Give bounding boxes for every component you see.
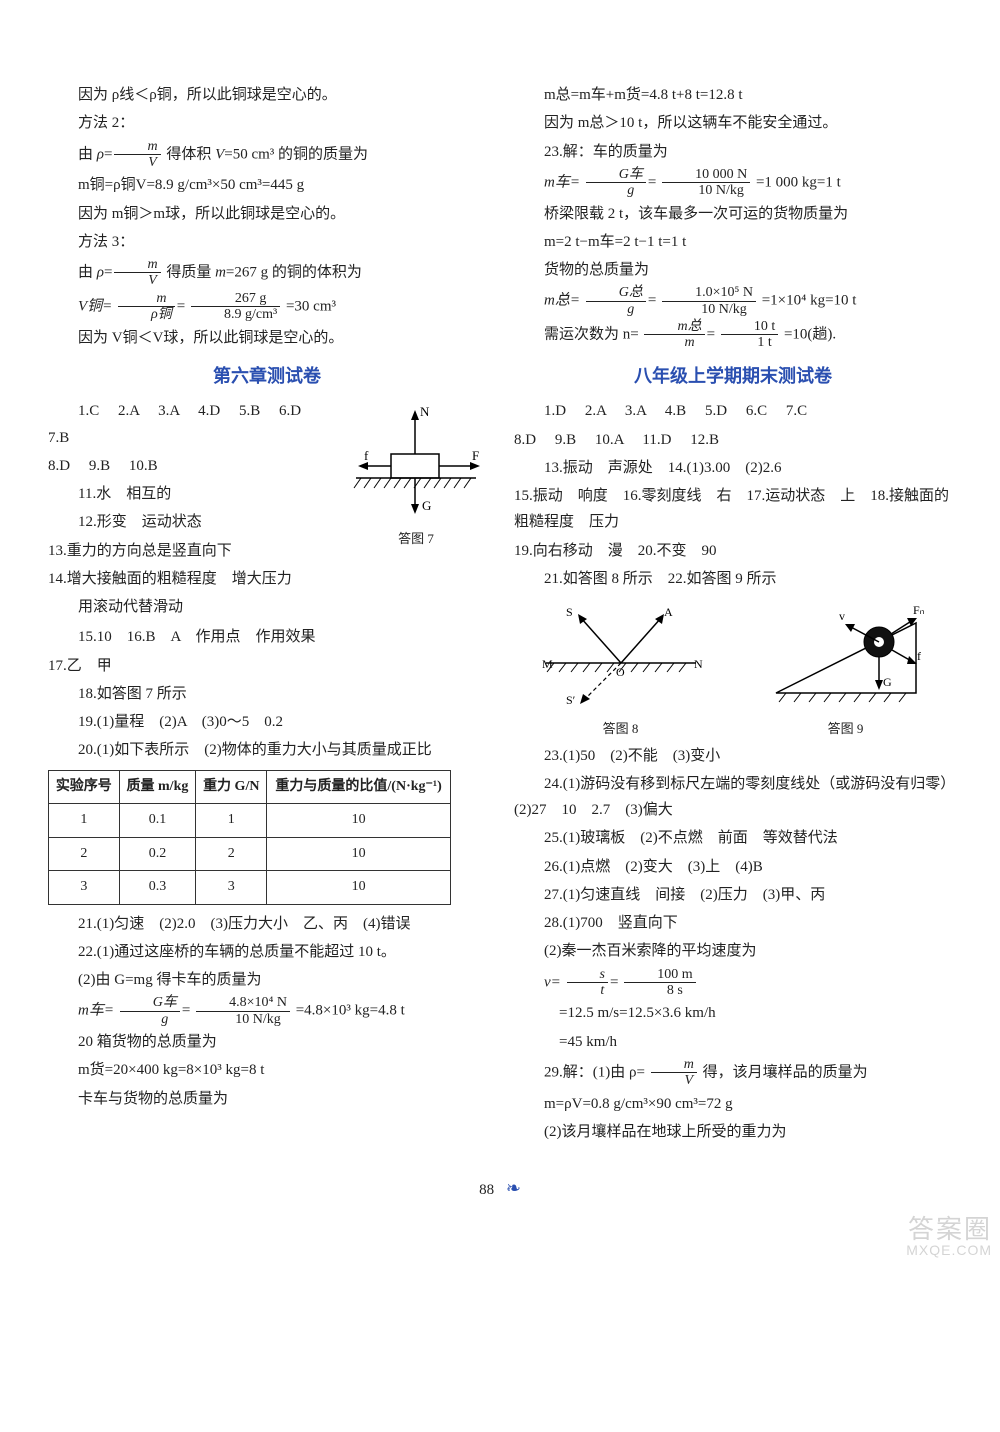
q29-1: 29.解：(1)由 ρ= mV 得，该月壤样品的质量为 bbox=[514, 1057, 952, 1089]
figure-7: N F f G 答图 7 bbox=[346, 398, 486, 551]
fig7-F: F bbox=[472, 448, 479, 463]
figure-9: v Fₙ f G 答图 9 bbox=[761, 598, 931, 741]
th: 实验序号 bbox=[49, 770, 120, 804]
q22-2: (2)由 G=mg 得卡车的质量为 bbox=[48, 967, 486, 993]
q13f: 13.振动 声源处 14.(1)3.00 (2)2.6 bbox=[514, 455, 952, 481]
figure-8: M N O S A S′ 答图 8 bbox=[536, 598, 706, 741]
right-column: m总=m车+m货=4.8 t+8 t=12.8 t 因为 m总＞10 t，所以这… bbox=[514, 80, 952, 1147]
q23-3: m=2 t−m车=2 t−1 t=1 t bbox=[514, 229, 952, 255]
q29-3: (2)该月壤样品在地球上所受的重力为 bbox=[514, 1119, 952, 1145]
q23-5: 需运次数为 n= m总m= 10 t1 t =10(趟). bbox=[514, 319, 952, 351]
svg-text:N: N bbox=[694, 657, 703, 671]
q18: 18.如答图 7 所示 bbox=[48, 681, 486, 707]
table-row: 2 0.2 2 10 bbox=[49, 837, 451, 871]
page-footer: 88 ❧ bbox=[48, 1173, 952, 1205]
text-line: 方法 2： bbox=[48, 110, 486, 136]
q28-4: =45 km/h bbox=[514, 1029, 952, 1055]
text-line: 23.解：车的质量为 bbox=[514, 139, 952, 165]
q15f: 15.振动 响度 16.零刻度线 右 17.运动状态 上 18.接触面的粗糙程度… bbox=[514, 483, 952, 536]
svg-text:S: S bbox=[566, 605, 573, 619]
watermark-line2: MXQE.COM bbox=[906, 1243, 992, 1258]
q22-1: 22.(1)通过这座桥的车辆的总质量不能超过 10 t。 bbox=[48, 939, 486, 965]
q14-2: 用滚动代替滑动 bbox=[48, 594, 336, 620]
formula-line: V铜= mρ铜= 267 g8.9 g/cm³ =30 cm³ bbox=[48, 291, 486, 323]
q15-16: 15.10 16.B A 作用点 作用效果 bbox=[48, 624, 486, 650]
text-line: 方法 3： bbox=[48, 229, 486, 255]
figures-row: M N O S A S′ 答图 8 bbox=[514, 598, 952, 741]
q13: 13.重力的方向总是竖直向下 bbox=[48, 538, 336, 564]
final-exam-title: 八年级上学期期末测试卷 bbox=[514, 361, 952, 393]
svg-text:M: M bbox=[542, 657, 553, 671]
left-column: 因为 ρ线＜ρ铜，所以此铜球是空心的。 方法 2： 由 ρ=mV 得体积 V=5… bbox=[48, 80, 486, 1147]
q26f: 26.(1)点燃 (2)变大 (3)上 (4)B bbox=[514, 854, 952, 880]
q23f: 23.(1)50 (2)不能 (3)变小 bbox=[514, 743, 952, 769]
fig8-caption: 答图 8 bbox=[536, 718, 706, 741]
q19f: 19.向右移动 漫 20.不变 90 bbox=[514, 538, 952, 564]
svg-text:v: v bbox=[839, 609, 845, 623]
q22-3: 20 箱货物的总质量为 bbox=[48, 1029, 486, 1055]
q21f: 21.如答图 8 所示 22.如答图 9 所示 bbox=[514, 566, 952, 592]
svg-text:f: f bbox=[917, 649, 921, 663]
q11: 11.水 相互的 bbox=[48, 481, 336, 507]
text-line: 因为 m总＞10 t，所以这辆车不能安全通过。 bbox=[514, 110, 952, 136]
two-column-layout: 因为 ρ线＜ρ铜，所以此铜球是空心的。 方法 2： 由 ρ=mV 得体积 V=5… bbox=[48, 80, 952, 1147]
q12: 12.形变 运动状态 bbox=[48, 509, 336, 535]
svg-text:O: O bbox=[616, 665, 625, 679]
mc-final-b: 8.D 9.B 10.A 11.D 12.B bbox=[514, 427, 952, 453]
text-line: 由 ρ=mV 得质量 m=267 g 的铜的体积为 bbox=[48, 257, 486, 289]
fig7-f: f bbox=[364, 448, 369, 463]
q23-formula2: m总= G总g= 1.0×10⁵ N10 N/kg =1×10⁴ kg=10 t bbox=[514, 285, 952, 317]
text-line: 因为 V铜＜V球，所以此铜球是空心的。 bbox=[48, 325, 486, 351]
fig7-G: G bbox=[422, 498, 431, 513]
q20: 20.(1)如下表所示 (2)物体的重力大小与其质量成正比 bbox=[48, 737, 486, 763]
svg-text:G: G bbox=[883, 675, 892, 689]
text-line: 由 ρ=mV 得体积 V=50 cm³ 的铜的质量为 bbox=[48, 139, 486, 171]
table-row: 3 0.3 3 10 bbox=[49, 871, 451, 905]
section-6-title: 第六章测试卷 bbox=[48, 361, 486, 393]
text-line: m总=m车+m货=4.8 t+8 t=12.8 t bbox=[514, 82, 952, 108]
footer-decoration-icon: ❧ bbox=[506, 1178, 521, 1198]
q22-4: m货=20×400 kg=8×10³ kg=8 t bbox=[48, 1057, 486, 1083]
formula-prefix: V铜= bbox=[78, 298, 112, 314]
q24f: 24.(1)游码没有移到标尺左端的零刻度线处（或游码没有归零） (2)27 10… bbox=[514, 771, 952, 824]
q22-5: 卡车与货物的总质量为 bbox=[48, 1086, 486, 1112]
watermark-line1: 答案圈 bbox=[906, 1215, 992, 1244]
q21: 21.(1)匀速 (2)2.0 (3)压力大小 乙、丙 (4)错误 bbox=[48, 911, 486, 937]
fig7-caption: 答图 7 bbox=[346, 528, 486, 551]
th: 质量 m/kg bbox=[119, 770, 196, 804]
q28-formula: v= st= 100 m8 s bbox=[514, 967, 952, 999]
text-line: m铜=ρ铜V=8.9 g/cm³×50 cm³=445 g bbox=[48, 172, 486, 198]
q23-4: 货物的总质量为 bbox=[514, 257, 952, 283]
fig7-N: N bbox=[420, 404, 430, 419]
watermark: 答案圈 MXQE.COM bbox=[906, 1215, 992, 1259]
mc-answers-6b: 8.D 9.B 10.B bbox=[48, 453, 336, 479]
q23-2: 桥梁限载 2 t，该车最多一次可运的货物质量为 bbox=[514, 201, 952, 227]
q28-3: =12.5 m/s=12.5×3.6 km/h bbox=[514, 1000, 952, 1026]
fig9-caption: 答图 9 bbox=[761, 718, 931, 741]
th: 重力 G/N bbox=[196, 770, 267, 804]
svg-text:Fₙ: Fₙ bbox=[913, 603, 925, 617]
page-number: 88 bbox=[479, 1182, 494, 1198]
q27f: 27.(1)匀速直线 间接 (2)压力 (3)甲、丙 bbox=[514, 882, 952, 908]
q25f: 25.(1)玻璃板 (2)不点燃 前面 等效替代法 bbox=[514, 825, 952, 851]
table-row: 1 0.1 1 10 bbox=[49, 804, 451, 838]
table-header-row: 实验序号 质量 m/kg 重力 G/N 重力与质量的比值/(N·kg⁻¹) bbox=[49, 770, 451, 804]
q23-formula: m车= G车g= 10 000 N10 N/kg =1 000 kg=1 t bbox=[514, 167, 952, 199]
svg-text:A: A bbox=[664, 605, 673, 619]
svg-text:S′: S′ bbox=[566, 693, 576, 707]
answers-with-figure: 1.C 2.A 3.A 4.D 5.B 6.D 7.B 8.D 9.B 10.B… bbox=[48, 398, 486, 622]
q29-2: m=ρV=0.8 g/cm³×90 cm³=72 g bbox=[514, 1091, 952, 1117]
q19: 19.(1)量程 (2)A (3)0～5 0.2 bbox=[48, 709, 486, 735]
q28f-1: 28.(1)700 竖直向下 bbox=[514, 910, 952, 936]
mc-final-a: 1.D 2.A 3.A 4.B 5.D 6.C 7.C bbox=[514, 398, 952, 424]
q14-1: 14.增大接触面的粗糙程度 增大压力 bbox=[48, 566, 336, 592]
q28f-2: (2)秦一杰百米索降的平均速度为 bbox=[514, 938, 952, 964]
q17: 17.乙 甲 bbox=[48, 653, 486, 679]
q22-formula: m车= G车g= 4.8×10⁴ N10 N/kg =4.8×10³ kg=4.… bbox=[48, 995, 486, 1027]
mc-answers-6: 1.C 2.A 3.A 4.D 5.B 6.D 7.B bbox=[48, 398, 336, 451]
text-line: 因为 m铜＞m球，所以此铜球是空心的。 bbox=[48, 201, 486, 227]
text-line: 因为 ρ线＜ρ铜，所以此铜球是空心的。 bbox=[48, 82, 486, 108]
th: 重力与质量的比值/(N·kg⁻¹) bbox=[267, 770, 451, 804]
experiment-table: 实验序号 质量 m/kg 重力 G/N 重力与质量的比值/(N·kg⁻¹) 1 … bbox=[48, 770, 451, 905]
